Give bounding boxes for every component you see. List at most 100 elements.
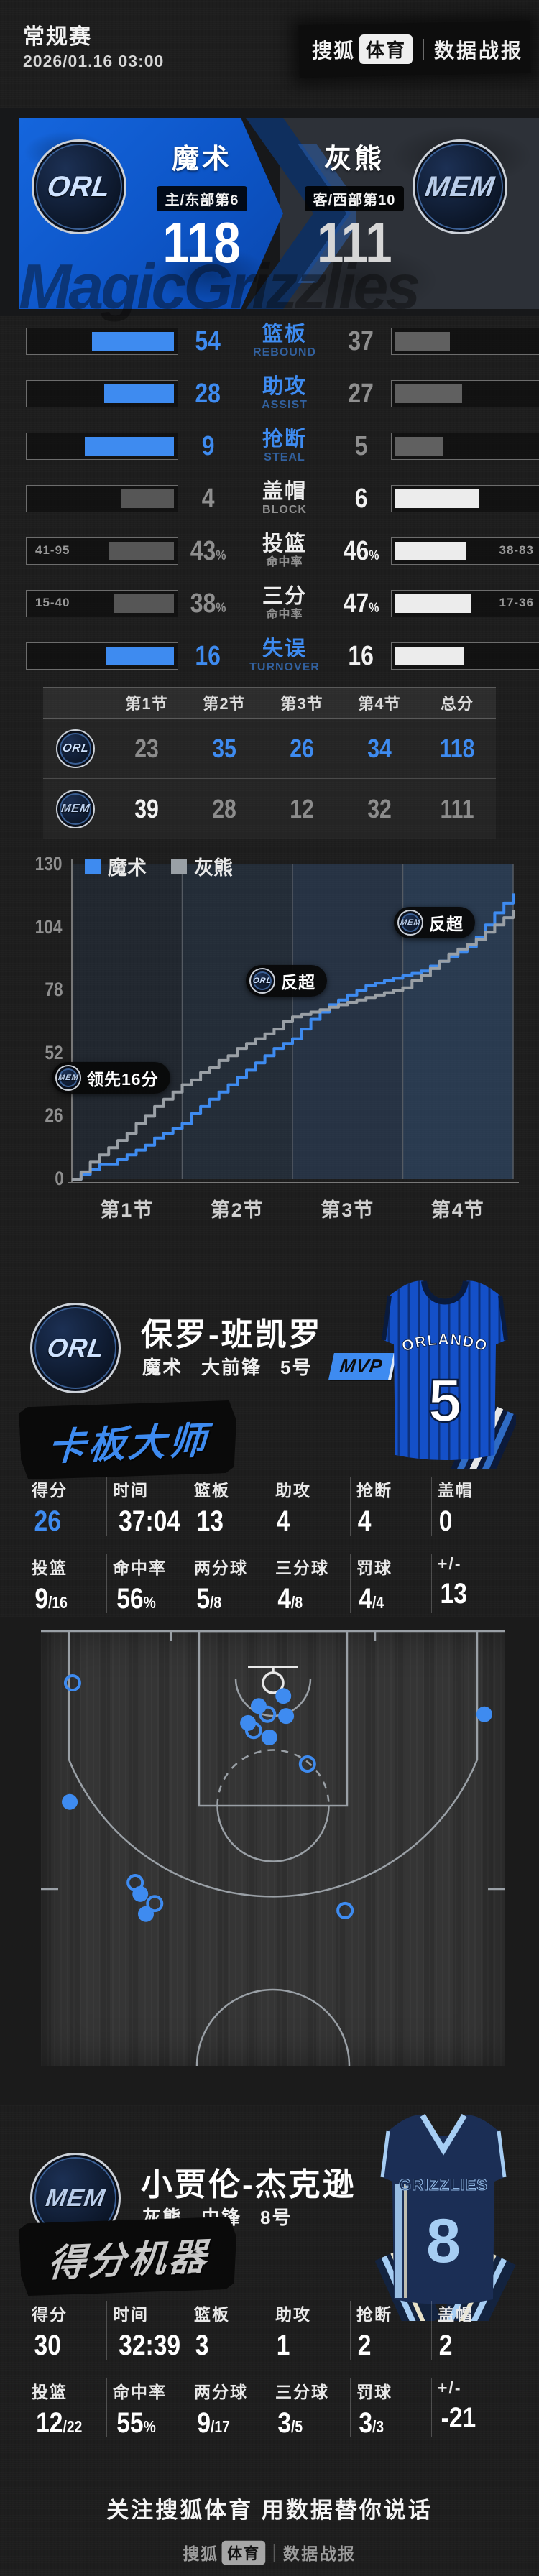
player-stat-row: 投篮 9/16 命中率 56% 两分球 5/8 三分球 4/8 罚球 4/4 +/- 13 (26, 1554, 513, 1613)
team-stat-row: 9 抢断 STEAL 5 (26, 428, 539, 463)
half-court (41, 1630, 505, 2067)
player-stat-label: 投篮 (32, 2383, 68, 2401)
player-stat-value: 26 (34, 1505, 61, 1537)
stat-label: 助攻 ASSIST (238, 375, 331, 412)
player-stat-value: 4/8 (277, 1583, 303, 1615)
missed-shot-dot (259, 1705, 277, 1723)
home-stat-fill (106, 647, 174, 665)
home-stat-bar (26, 485, 178, 512)
player-stat-value: 13 (440, 1578, 467, 1610)
player-stat-row: 投篮 12/22 命中率 55% 两分球 9/17 三分球 3/5 罚球 3/3 +/- -21 (26, 2378, 513, 2437)
player1-tagline-plate: 卡板大师 (19, 1398, 239, 1482)
team-stat-row: 4 盖帽 BLOCK 6 (26, 480, 539, 516)
chart-legend: 魔术 灰熊 (85, 852, 233, 880)
player-stat-cell: 时间 32:39 (107, 2301, 188, 2360)
orl-logo-mini: ORL (56, 729, 95, 768)
player-stat-label: 投篮 (32, 1559, 68, 1577)
player-stat-value: 4/4 (359, 1583, 384, 1615)
orl-logo-small: ORL (30, 1303, 121, 1393)
player-stat-value: 37:04 (119, 1505, 181, 1537)
away-stat-bar: 38-83 (391, 537, 539, 565)
away-stat-bar (391, 380, 539, 407)
stat-label: 盖帽 BLOCK (238, 480, 331, 517)
quarter-value: 34 (367, 733, 392, 763)
stat-label-en: REBOUND (253, 346, 316, 359)
home-stat-bar (26, 642, 178, 670)
player-stat-cell: 得分 26 (26, 1477, 107, 1536)
player-stat-value: 3/3 (359, 2407, 384, 2439)
stat-label-en: 命中率 (266, 556, 303, 569)
home-team-name: 魔术 (171, 144, 232, 175)
stat-label-en: TURNOVER (249, 661, 320, 674)
team-stat-row: 15-40 38% 三分 命中率 47% 17-36 (26, 585, 539, 621)
legend-item-grizzlies: 灰熊 (171, 852, 233, 880)
player-stat-cell: 命中率 56% (107, 1554, 188, 1613)
player-stat-value: 5/8 (196, 1583, 222, 1615)
grizzlies-jersey: GRIZZLIES 8 (374, 2113, 516, 2321)
player-card-banchero: ORL 保罗-班凯罗 魔术 大前锋 5号 MVP 卡板大师 (0, 1261, 539, 1635)
player-stat-label: 得分 (32, 1481, 68, 1500)
y-tick-label: 78 (45, 979, 63, 1001)
away-stat-fill (395, 594, 471, 613)
away-stat-bar (391, 642, 539, 670)
quarter-value: 23 (134, 733, 159, 763)
quarter-table-header: 第1节 第2节 第3节 第4节 总分 (43, 687, 496, 719)
player-stat-label: 命中率 (113, 1559, 167, 1577)
annotation-text: 领先16分 (87, 1070, 159, 1089)
magic-jersey: ORLANDO 5 (382, 1280, 516, 1469)
player2-number: 8号 (260, 2207, 292, 2228)
team-stat-row: 28 助攻 ASSIST 27 (26, 375, 539, 411)
player-stat-cell: 两分球 5/8 (188, 1554, 270, 1613)
player-stat-value: 30 (34, 2330, 61, 2361)
home-stat-bar: 41-95 (26, 537, 178, 565)
x-tick-label: 第4节 (430, 1199, 485, 1221)
team-stats-comparison: 54 篮板 REBOUND 37 28 助攻 ASSIST 27 9 抢断 STEAL 5 4 盖帽 BLO… (0, 316, 539, 683)
player1-name: 保罗-班凯罗 (141, 1317, 323, 1352)
player2-tagline-plate: 得分机器 (19, 2214, 239, 2298)
away-stat-fill (395, 542, 467, 560)
player-stat-label: 抢断 (356, 1481, 392, 1500)
stat-label-en: STEAL (264, 451, 305, 464)
court-lines (41, 1630, 505, 2067)
player-stat-label: +/- (438, 2378, 462, 2397)
chevron-arrows-icon (246, 118, 356, 309)
player-stat-label: 得分 (32, 2305, 68, 2324)
quarter-value: 118 (439, 733, 475, 763)
away-stat-fill (395, 647, 464, 665)
player-stat-label: 篮板 (194, 1481, 230, 1500)
shot-dots (62, 1674, 492, 1922)
shot-chart-section (0, 1617, 539, 2105)
away-team-name: 灰熊 (323, 144, 384, 175)
home-stat-bar (26, 380, 178, 407)
home-stat-bar (26, 433, 178, 460)
player-stat-value: 56% (116, 1583, 156, 1615)
away-stat-bar (391, 433, 539, 460)
quarter-value: 35 (212, 733, 236, 763)
player-stat-cell: 时间 37:04 (107, 1477, 188, 1536)
away-stat-value: 16 (348, 640, 374, 671)
player1-stats-panel: 得分 26 时间 37:04 篮板 13 助攻 4 抢断 4 盖帽 0 投篮 9/16 命中率 56% 两分球 5… (26, 1477, 513, 1613)
player-stat-cell: 三分球 3/5 (270, 2378, 351, 2437)
home-stat-fill (121, 489, 174, 508)
y-tick-label: 26 (45, 1104, 63, 1127)
stat-label: 三分 命中率 (238, 584, 331, 622)
made-shot-dot (261, 1729, 277, 1745)
chart-annotation-orl: ORL 反超 (246, 965, 327, 997)
player-stat-cell: 盖帽 2 (432, 2301, 513, 2360)
player-stat-value: 9/16 (34, 1583, 68, 1615)
sohu-sports-logo: 搜狐 体育 数据战报 (298, 20, 531, 78)
player-stat-label: 三分球 (275, 1559, 329, 1577)
home-stat-fill (92, 332, 174, 351)
away-stat-value: 47% (343, 588, 379, 619)
missed-shot-dot (336, 1901, 354, 1919)
away-stat-fill (395, 332, 451, 351)
player-stat-value: 1 (276, 2330, 290, 2361)
stat-label-cn: 三分 (262, 584, 307, 608)
player-stat-label: 三分球 (275, 2383, 329, 2401)
missed-shot-dot (63, 1674, 81, 1692)
player-stat-label: 罚球 (356, 1559, 392, 1577)
legend-item-magic: 魔术 (85, 852, 147, 880)
player-stat-value: 3 (195, 2330, 209, 2361)
player-stat-label: 时间 (113, 1481, 149, 1500)
quarter-header-cell: 第4节 (358, 695, 401, 713)
